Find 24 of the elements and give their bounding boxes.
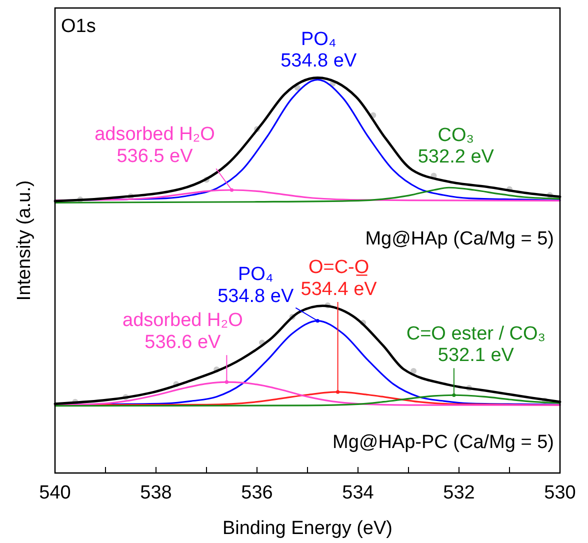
- annotation: Mg@HAp (Ca/Mg = 5): [365, 228, 554, 250]
- point: [410, 368, 417, 374]
- point: [224, 380, 228, 384]
- x-tick-label: 538: [140, 482, 172, 504]
- point: [230, 188, 234, 192]
- point: [316, 319, 320, 323]
- y-axis-title: Intensity (a.u.): [14, 180, 35, 301]
- annotation: adsorbed H₂O 536.5 eV: [94, 124, 215, 167]
- x-tick-label: 536: [241, 482, 273, 504]
- annotation: PO₄ 534.8 eV: [280, 28, 357, 72]
- annotation: C=O ester / CO₃ 532.1 eV: [406, 323, 546, 366]
- chart-title: O1s: [61, 16, 96, 37]
- x-axis-title: Binding Energy (eV): [222, 518, 393, 539]
- x-tick-label: 532: [443, 482, 475, 504]
- x-tick-label: 530: [544, 482, 576, 504]
- annotation: adsorbed H₂O 536.6 eV: [122, 310, 243, 354]
- annotation: CO₃ 532.2 eV: [418, 124, 494, 168]
- annotation: O=C-O̲ 534.4 eV: [300, 257, 378, 300]
- x-tick-label: 534: [342, 482, 374, 504]
- point: [336, 390, 340, 394]
- point: [452, 393, 456, 397]
- annotation: Mg@HAp-PC (Ca/Mg = 5): [332, 432, 554, 453]
- annotation: PO₄ 534.8 eV: [218, 264, 294, 307]
- x-tick-label: 540: [39, 482, 71, 504]
